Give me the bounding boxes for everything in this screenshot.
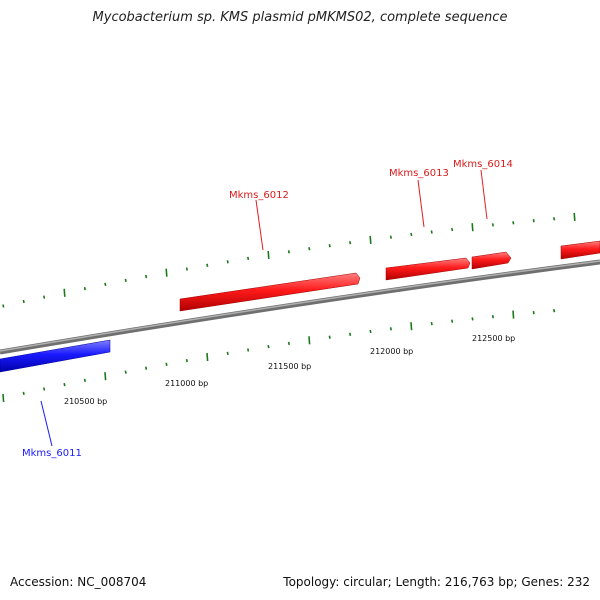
outer-minor-tick [328, 244, 331, 248]
gene-mkms-6012[interactable] [179, 272, 361, 312]
outer-minor-tick [389, 235, 392, 239]
inner-minor-tick [369, 329, 372, 334]
inner-minor-tick [43, 387, 46, 391]
inner-minor-tick [226, 351, 229, 356]
outer-minor-tick [349, 241, 352, 245]
inner-minor-tick [491, 315, 494, 319]
inner-minor-tick [124, 370, 127, 374]
gene-label-mkms-6012[interactable]: Mkms_6012 [229, 190, 289, 201]
outer-minor-tick [410, 232, 413, 237]
scale-label-210500: 210500 bp [64, 397, 107, 406]
outer-minor-tick [287, 250, 290, 254]
outer-major-tick [573, 212, 576, 221]
outer-minor-tick [491, 223, 494, 227]
inner-minor-tick [328, 335, 331, 339]
outer-minor-tick [512, 221, 515, 225]
outer-minor-tick [2, 304, 5, 308]
inner-minor-tick [287, 341, 290, 346]
sequence-backbone-highlight [0, 260, 600, 352]
outer-minor-tick [430, 230, 433, 234]
outer-minor-tick [226, 260, 229, 264]
inner-minor-tick [165, 362, 168, 366]
outer-major-tick [267, 251, 270, 260]
map-title: Mycobacterium sp. KMS plasmid pMKMS02, c… [92, 10, 508, 25]
scale-label-212000: 212000 bp [370, 347, 413, 356]
gene-callout-mkms-6011 [40, 400, 53, 447]
outer-minor-tick [553, 217, 556, 221]
outer-minor-tick [145, 274, 148, 279]
outer-tick-row [2, 212, 576, 308]
scale-label-211500: 211500 bp [268, 362, 311, 371]
inner-major-tick [2, 393, 5, 403]
gene-label-mkms-6013[interactable]: Mkms_6013 [389, 168, 449, 179]
inner-tick-row [2, 309, 556, 403]
gene-mkms-6014[interactable] [471, 251, 512, 270]
outer-minor-tick [104, 282, 107, 287]
inner-major-tick [512, 310, 515, 319]
inner-minor-tick [83, 378, 86, 383]
accession-text: Accession: NC_008704 [10, 575, 147, 589]
outer-minor-tick [124, 278, 127, 283]
inner-minor-tick [553, 309, 556, 313]
inner-major-tick [308, 336, 311, 345]
inner-minor-tick [267, 344, 270, 349]
outer-minor-tick [43, 295, 46, 299]
outer-minor-tick [532, 219, 535, 223]
outer-major-tick [63, 288, 66, 297]
sequence-backbone [0, 259, 600, 355]
inner-minor-tick [471, 317, 474, 321]
inner-major-tick [410, 322, 413, 331]
outer-minor-tick [206, 263, 209, 267]
gene-mkms-6011[interactable] [0, 339, 111, 373]
scale-label-212500: 212500 bp [472, 334, 515, 343]
inner-minor-tick [22, 391, 25, 396]
outer-minor-tick [22, 299, 25, 304]
outer-minor-tick [451, 227, 454, 232]
gene-label-mkms-6014[interactable]: Mkms_6014 [453, 159, 513, 170]
inner-minor-tick [389, 327, 392, 331]
outer-major-tick [165, 268, 168, 277]
inner-minor-tick [451, 319, 454, 323]
inner-minor-tick [63, 382, 66, 387]
gene-partial-right[interactable] [560, 240, 600, 260]
gene-label-mkms-6011[interactable]: Mkms_6011 [22, 448, 82, 459]
inner-minor-tick [145, 366, 148, 370]
inner-minor-tick [185, 358, 188, 363]
outer-minor-tick [308, 247, 311, 251]
outer-major-tick [369, 235, 372, 244]
outer-major-tick [471, 223, 474, 232]
inner-minor-tick [430, 321, 433, 326]
outer-minor-tick [185, 267, 188, 271]
inner-minor-tick [532, 310, 535, 315]
inner-major-tick [104, 372, 107, 381]
gene-mkms-6013[interactable] [385, 257, 471, 281]
inner-minor-tick [247, 348, 250, 352]
inner-minor-tick [349, 332, 352, 336]
sequence-summary: Topology: circular; Length: 216,763 bp; … [283, 575, 590, 589]
inner-major-tick [206, 352, 209, 362]
scale-label-211000: 211000 bp [165, 379, 208, 388]
gene-callout-mkms-6013 [417, 179, 425, 228]
outer-minor-tick [247, 256, 250, 261]
gene-callout-mkms-6012 [255, 199, 264, 251]
gene-callout-mkms-6014 [480, 169, 488, 220]
outer-minor-tick [83, 286, 86, 291]
